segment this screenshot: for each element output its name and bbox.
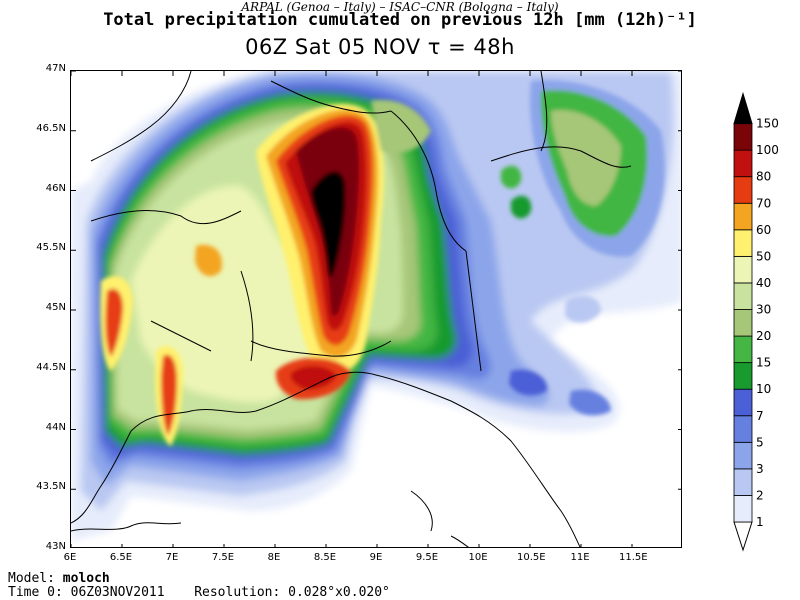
precipitation-field — [71, 71, 681, 547]
footer-time: Time 0: 06Z03NOV2011 Resolution: 0.028°x… — [8, 585, 390, 600]
colorbar-overflow — [733, 91, 753, 125]
lon-tick-label: 6.5E — [109, 552, 133, 563]
coastline-borders — [71, 71, 632, 547]
colorbar-label: 15 — [756, 356, 771, 370]
colorbar-box — [733, 309, 753, 337]
colorbar-label: 2 — [756, 488, 764, 502]
colorbar-label: 30 — [756, 303, 771, 317]
map-title: Total precipitation cumulated on previou… — [103, 10, 697, 30]
map-subtitle: 06Z Sat 05 NOV τ = 48h — [245, 35, 515, 59]
lat-tick-label: 47N — [45, 63, 66, 74]
lat-tick-label: 45N — [45, 302, 66, 313]
lon-tick-label: 10E — [468, 552, 488, 563]
lon-tick-label: 10.5E — [517, 552, 546, 563]
lat-tick-label: 45.5N — [36, 242, 66, 254]
lon-tick-label: 11E — [570, 552, 590, 563]
axis-ticks — [71, 71, 681, 547]
colorbar-box — [733, 255, 753, 284]
colorbar-box — [733, 229, 753, 257]
colorbar-label: 20 — [756, 329, 771, 343]
colorbar-label: 60 — [756, 223, 771, 237]
lon-tick-label: 7.5E — [211, 552, 235, 563]
colorbar-box — [733, 415, 753, 443]
time-value: 06Z03NOV2011 — [70, 585, 165, 600]
colorbar-label: 3 — [756, 462, 764, 476]
colorbar-label: 40 — [756, 276, 771, 290]
lat-tick-label: 46.5N — [36, 122, 66, 134]
colorbar-label: 100 — [756, 143, 779, 157]
colorbar-box — [733, 362, 753, 390]
lon-tick-label: 8E — [267, 552, 281, 563]
colorbar-label: 70 — [756, 196, 771, 210]
colorbar-box — [733, 149, 753, 178]
lon-tick-label: 9E — [369, 552, 383, 563]
lon-tick-label: 11.5E — [619, 552, 648, 563]
model-value: moloch — [62, 571, 110, 586]
lon-tick-label: 8.5E — [313, 552, 337, 563]
colorbar-box — [733, 282, 753, 310]
lat-tick-label: 43.5N — [36, 481, 66, 493]
credit-line: ARPAL (Genoa – Italy) – ISAC–CNR (Bologn… — [241, 0, 559, 14]
colorbar-box — [733, 335, 753, 364]
colorbar: 1 2 3 5 7 10 15 20 30 40 50 60 70 80 100 150 — [733, 91, 779, 552]
model-label: Model: — [8, 571, 55, 586]
colorbar-label: 10 — [756, 382, 771, 396]
time-label: Time 0: — [8, 585, 63, 600]
footer-model: Model: moloch — [8, 571, 110, 586]
colorbar-box — [733, 468, 753, 496]
colorbar-label: 150 — [756, 117, 779, 131]
precip-core — [100, 100, 431, 446]
colorbar-label: 80 — [756, 170, 771, 184]
colorbar-label: 1 — [756, 515, 764, 529]
colorbar-label: 7 — [756, 409, 764, 423]
colorbar-box — [733, 495, 753, 523]
lat-tick-label: 44.5N — [36, 361, 66, 373]
resolution-label: Resolution: — [194, 585, 281, 600]
colorbar-box — [733, 176, 753, 204]
colorbar-box — [733, 388, 753, 417]
lon-tick-label: 9.5E — [415, 552, 439, 563]
lat-tick-label: 46N — [45, 182, 66, 194]
colorbar-label: 50 — [756, 249, 771, 263]
lat-tick-label: 44N — [45, 421, 66, 433]
colorbar-label: 5 — [756, 435, 764, 449]
resolution-value: 0.028°x0.020° — [288, 585, 390, 600]
lon-tick-label: 6E — [63, 552, 77, 563]
colorbar-box — [733, 441, 753, 470]
lat-tick-label: 43N — [45, 541, 66, 552]
lon-tick-label: 7E — [165, 552, 179, 563]
colorbar-box — [733, 123, 753, 151]
colorbar-box — [733, 202, 753, 231]
colorbar-underflow — [733, 521, 753, 552]
precipitation-map — [70, 70, 682, 548]
precip-east — [501, 80, 665, 416]
